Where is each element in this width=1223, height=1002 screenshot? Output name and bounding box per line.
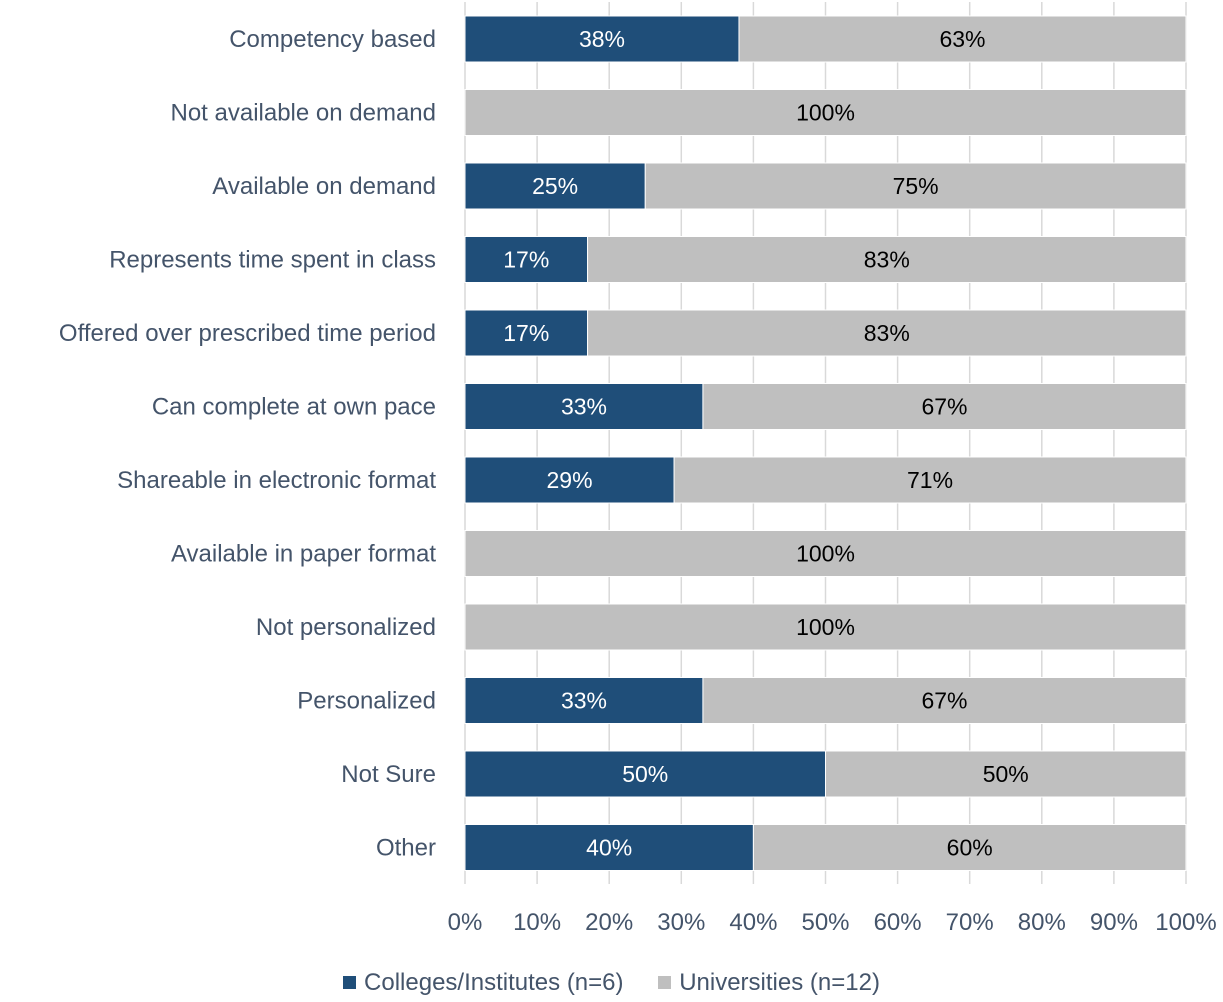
bar-segment <box>464 383 704 430</box>
bar-segment <box>464 89 1187 136</box>
category-label: Not personalized <box>256 614 436 641</box>
category-label: Represents time spent in class <box>109 247 436 274</box>
bar-data-label: 63% <box>939 26 985 52</box>
category-label: Not available on demand <box>170 100 436 127</box>
category-label: Competency based <box>229 26 436 53</box>
bar-segment <box>825 750 1187 798</box>
x-tick-label: 60% <box>874 909 922 936</box>
category-label: Can complete at own pace <box>152 394 436 421</box>
bar-data-label: 17% <box>503 320 549 346</box>
legend-swatch-universities <box>658 976 672 989</box>
bar-segment <box>464 824 754 871</box>
bar-data-label: 38% <box>579 26 625 52</box>
bar-segment <box>464 603 1187 651</box>
bar-data-label: 83% <box>864 320 910 346</box>
x-tick-label: 30% <box>657 909 705 936</box>
bar-segment <box>464 309 589 357</box>
bar-segment <box>587 236 1187 283</box>
bar-data-label: 33% <box>561 688 607 714</box>
bar-data-label: 100% <box>796 541 855 567</box>
gridlines <box>464 2 1187 884</box>
x-tick-label: 70% <box>946 909 994 936</box>
category-label: Offered over prescribed time period <box>59 320 436 347</box>
category-label: Personalized <box>297 688 436 715</box>
legend-label-universities: Universities (n=12) <box>679 968 880 996</box>
x-tick-label: 10% <box>513 909 561 936</box>
legend-swatch-colleges <box>343 976 357 989</box>
bar-data-label: 25% <box>532 173 578 199</box>
legend-label-colleges: Colleges/Institutes (n=6) <box>364 968 624 996</box>
bar-segment <box>464 15 740 63</box>
x-tick-label: 0% <box>448 909 483 936</box>
x-tick-label: 100% <box>1155 909 1216 936</box>
category-label: Available on demand <box>212 173 436 200</box>
bar-data-label: 33% <box>561 394 607 420</box>
bar-segment <box>464 456 675 504</box>
category-label: Other <box>376 835 436 862</box>
bar-data-label: 29% <box>547 467 593 493</box>
bar-data-label: 75% <box>893 173 939 199</box>
x-tick-label: 20% <box>585 909 633 936</box>
bar-segment <box>464 677 704 724</box>
legend: Colleges/Institutes (n=6) Universities (… <box>0 968 1223 997</box>
bar-data-label: 83% <box>864 247 910 273</box>
bar-data-label: 100% <box>796 100 855 126</box>
bar-segment <box>702 383 1187 430</box>
bar-segment <box>752 824 1187 871</box>
bar-data-label: 67% <box>921 688 967 714</box>
x-tick-label: 80% <box>1018 909 1066 936</box>
x-tick-label: 50% <box>801 909 849 936</box>
x-tick-label: 90% <box>1090 909 1138 936</box>
bar-data-label: 100% <box>796 614 855 640</box>
legend-item-colleges: Colleges/Institutes (n=6) <box>343 968 624 997</box>
bar-segment <box>464 750 826 798</box>
category-labels: Competency based Not available on demand A… <box>59 26 436 862</box>
bar-segment <box>738 15 1187 63</box>
bar-segment <box>673 456 1187 504</box>
x-tick-label: 40% <box>729 909 777 936</box>
category-label: Shareable in electronic format <box>117 467 436 494</box>
bar-data-label: 60% <box>947 835 993 861</box>
bar-data-label: 50% <box>622 761 668 787</box>
bar-segment <box>587 309 1187 357</box>
bar-data-label: 67% <box>921 394 967 420</box>
legend-item-universities: Universities (n=12) <box>658 969 880 997</box>
bars: 38% 63% 100% 25% 75% 17% 83% 17% 83% 33% 67% 29% 71%… <box>464 15 1187 871</box>
bar-segment <box>702 677 1187 724</box>
category-label: Not Sure <box>341 761 436 788</box>
bar-segment <box>464 530 1187 577</box>
bar-data-label: 40% <box>586 835 632 861</box>
x-tick-labels: 0% 10% 20% 30% 40% 50% 60% 70% 80% 90% 100% <box>448 909 1217 936</box>
category-label: Available in paper format <box>171 541 436 568</box>
bar-segment <box>644 162 1187 210</box>
bar-data-label: 50% <box>983 761 1029 787</box>
bar-segment <box>464 236 589 283</box>
bar-data-label: 17% <box>503 247 549 273</box>
bar-data-label: 71% <box>907 467 953 493</box>
